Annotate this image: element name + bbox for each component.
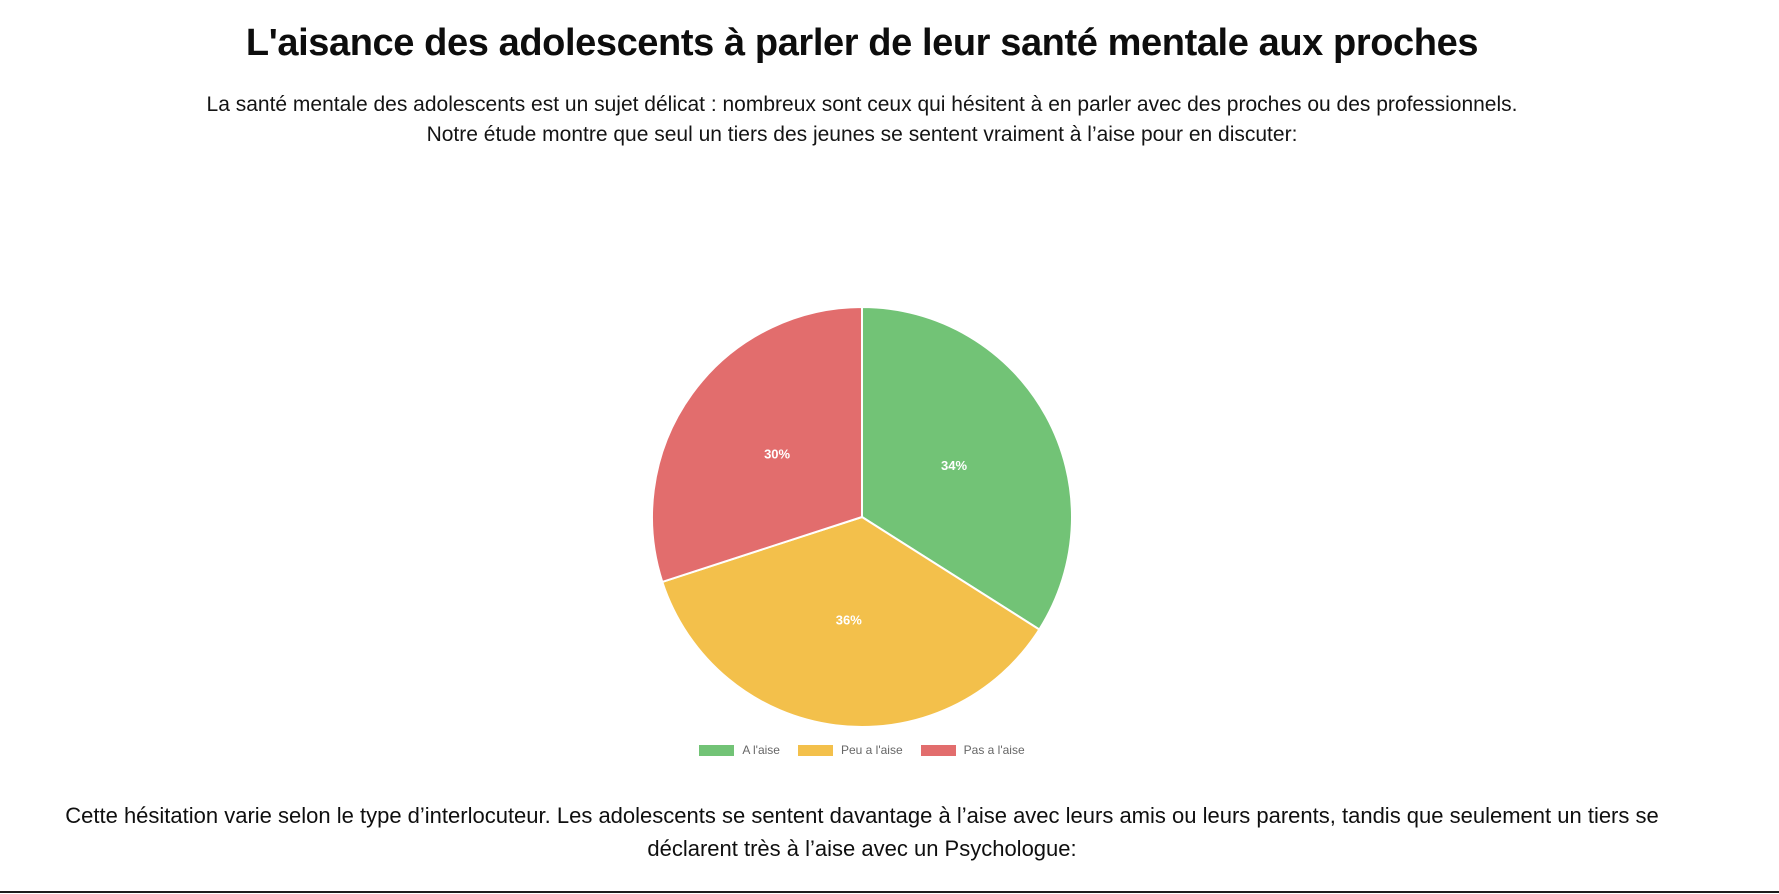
pie-chart: 34% 36% 30%	[651, 305, 1073, 728]
legend-swatch-icon	[920, 744, 956, 756]
pie-chart-container: 34% 36% 30% A l'aise Peu a l'aise Pas a l'ai…	[0, 305, 1724, 757]
pie-slice-1[interactable]	[661, 515, 1041, 728]
outro-paragraph: Cette hésitation varie selon le type d’i…	[65, 803, 1659, 861]
legend-item-0[interactable]: A l'aise	[699, 743, 780, 757]
pie-slice-0[interactable]	[861, 305, 1073, 631]
legend-swatch-icon	[797, 744, 833, 756]
pie-slice-label-0: 34%	[941, 458, 967, 473]
page-title: L'aisance des adolescents à parler de le…	[245, 22, 1479, 64]
pie-slice-2[interactable]	[651, 305, 863, 584]
legend-item-2[interactable]: Pas a l'aise	[920, 743, 1025, 757]
legend-item-1[interactable]: Peu a l'aise	[797, 743, 903, 757]
legend-label: Peu a l'aise	[840, 743, 903, 757]
legend-label: Pas a l'aise	[963, 743, 1025, 757]
legend-label: A l'aise	[742, 743, 780, 757]
pie-slice-label-1: 36%	[836, 613, 862, 628]
bottom-divider	[0, 891, 1779, 893]
pie-slice-label-2: 30%	[764, 447, 790, 462]
intro-paragraph: La santé mentale des adolescents est un …	[206, 93, 1518, 146]
legend-swatch-icon	[699, 744, 735, 756]
chart-legend: A l'aise Peu a l'aise Pas a l'aise	[690, 743, 1033, 757]
